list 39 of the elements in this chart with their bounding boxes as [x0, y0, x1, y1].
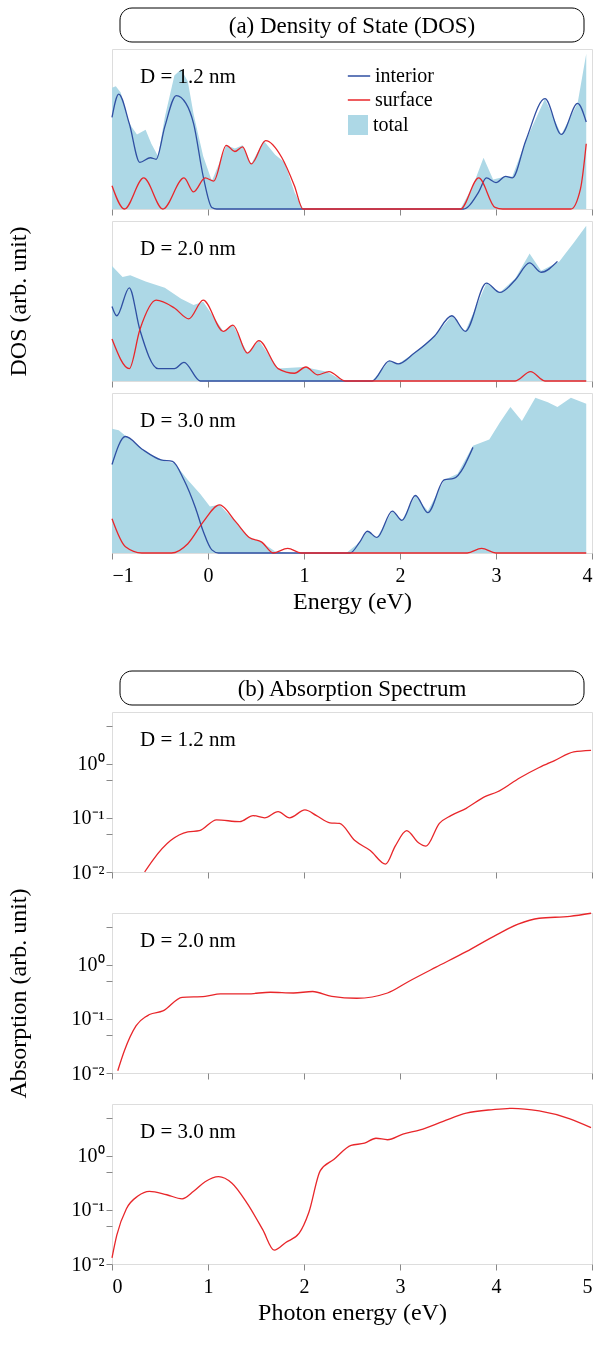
chart-title: (a) Density of State (DOS): [228, 13, 476, 38]
annotation: D = 1.2 nm: [140, 64, 236, 88]
y-tick-label: 10⁻²: [71, 1252, 105, 1275]
y-axis-title: Absorption (arb. unit): [4, 888, 31, 1099]
y-tick-label: 10⁰: [77, 953, 105, 976]
x-tick-label: 5: [582, 1274, 593, 1297]
y-tick-label: 10⁰: [77, 752, 105, 775]
y-tick-label: 10⁰: [77, 1144, 105, 1167]
x-tick-label: 3: [491, 563, 502, 586]
x-tick-label: 0: [203, 563, 214, 586]
x-tick-label: −1: [112, 563, 134, 586]
annotation: D = 3.0 nm: [140, 408, 236, 432]
y-tick-label: 10⁻¹: [71, 1198, 105, 1221]
y-tick-label: 10⁻¹: [71, 1007, 105, 1030]
chart-title: (b) Absorption Spectrum: [237, 676, 467, 701]
annotation: D = 3.0 nm: [140, 1119, 236, 1143]
x-tick-label: 2: [299, 1274, 310, 1297]
legend-label: interior: [375, 64, 435, 86]
y-axis-title: DOS (arb. unit): [4, 226, 31, 377]
x-axis-title: Energy (eV): [293, 587, 412, 614]
y-tick-label: 10⁻²: [71, 860, 105, 883]
x-tick-label: 4: [491, 1274, 502, 1297]
x-tick-label: 2: [395, 563, 406, 586]
annotation: D = 2.0 nm: [140, 928, 236, 952]
annotation: D = 2.0 nm: [140, 236, 236, 260]
x-tick-label: 1: [299, 563, 310, 586]
legend-label: surface: [375, 88, 433, 110]
x-axis-title: Photon energy (eV): [258, 1298, 447, 1325]
line-series: [111, 1107, 592, 1259]
y-tick-label: 10⁻²: [71, 1061, 105, 1084]
line-series: [143, 749, 592, 873]
y-tick-label: 10⁻¹: [71, 806, 105, 829]
annotation: D = 1.2 nm: [140, 727, 236, 751]
x-tick-label: 4: [582, 563, 593, 586]
legend-label: total: [373, 113, 409, 135]
x-tick-label: 0: [112, 1274, 123, 1297]
x-tick-label: 1: [203, 1274, 214, 1297]
line-series: [117, 912, 592, 1072]
x-tick-label: 3: [395, 1274, 406, 1297]
